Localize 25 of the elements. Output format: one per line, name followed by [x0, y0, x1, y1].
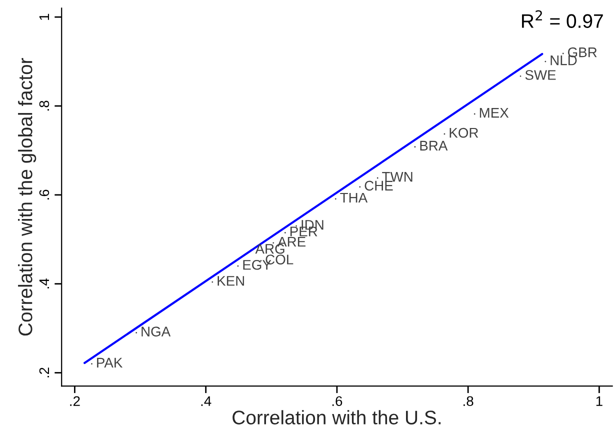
y-tick-label: .8: [39, 100, 50, 110]
y-tick-label: .2: [39, 368, 49, 378]
annotation: NGA: [142, 326, 171, 336]
y-tick-label: .4: [39, 278, 49, 288]
x-tick-label: .6: [332, 396, 342, 406]
annotation: NLD: [550, 56, 577, 66]
x-tick-label: .2: [70, 396, 80, 406]
annotation: KOR: [450, 128, 478, 138]
annotation: MEX: [480, 108, 509, 118]
annotation: BRA: [420, 140, 448, 150]
annotation: SWE: [525, 70, 556, 80]
annotation: CHE: [364, 180, 393, 191]
annotation: PAK: [97, 358, 123, 368]
y-axis-title: Correlation with the global factor: [18, 58, 36, 336]
annotation: TWN: [382, 172, 412, 182]
annotation: THA: [340, 192, 368, 202]
x-tick-label: 1: [596, 396, 602, 406]
y-tick-label: .6: [39, 190, 50, 200]
x-tick-label: .4: [201, 396, 212, 406]
x-axis-title: Correlation with the U.S.: [232, 410, 441, 424]
annotation: R$^{2}$ = 0.97: [522, 10, 603, 28]
y-tick-label: 1: [39, 14, 49, 20]
annotation: KEN: [218, 276, 244, 286]
annotation: GBR: [568, 47, 597, 58]
x-tick-label: .8: [464, 396, 474, 406]
